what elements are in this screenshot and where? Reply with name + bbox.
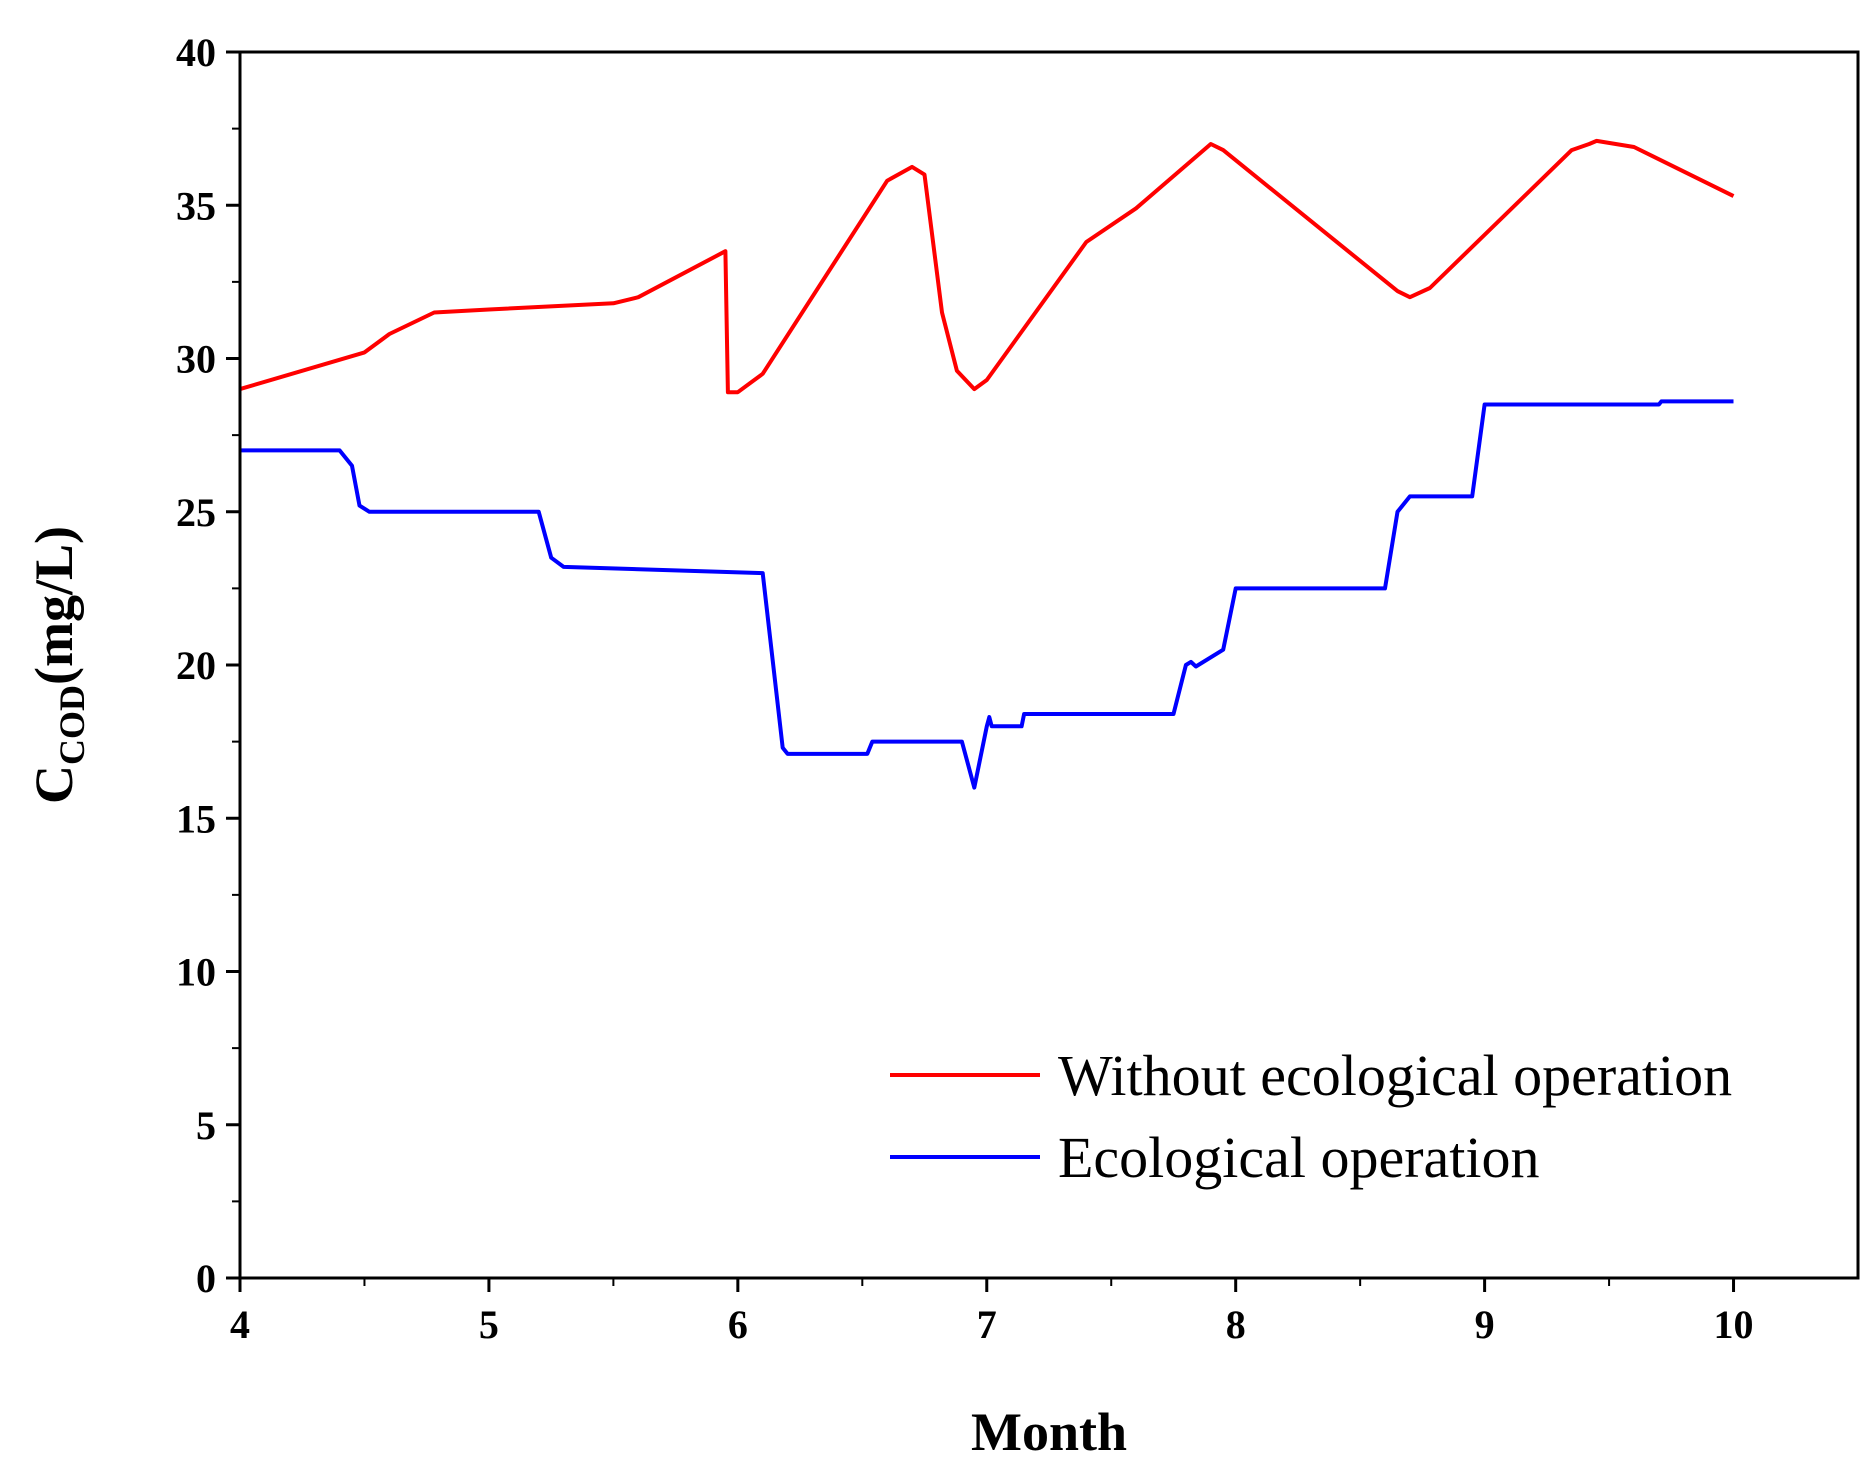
y-axis-title: CCOD(mg/L) [24, 526, 92, 804]
y-tick-label-20: 20 [176, 643, 216, 688]
y-tick-label-15: 15 [176, 796, 216, 841]
series-layer [239, 138, 1735, 790]
legend-label-ecological-operation: Ecological operation [1058, 1125, 1540, 1190]
x-tick-label-5: 5 [479, 1302, 499, 1347]
y-axis-title-main: C [24, 765, 84, 804]
x-axis-ticks: 4 5 6 7 8 9 10 [230, 1278, 1754, 1347]
x-tick-label-4: 4 [230, 1302, 250, 1347]
y-axis-title-unit: (mg/L) [24, 526, 84, 685]
y-axis-ticks: 0 5 10 15 20 25 30 35 40 [176, 30, 240, 1301]
x-tick-label-9: 9 [1475, 1302, 1495, 1347]
y-tick-label-0: 0 [196, 1256, 216, 1301]
y-axis-title-subscript: COD [52, 685, 92, 765]
x-tick-label-6: 6 [728, 1302, 748, 1347]
x-axis-title: Month [971, 1402, 1127, 1462]
y-tick-label-30: 30 [176, 337, 216, 382]
x-tick-label-10: 10 [1714, 1302, 1754, 1347]
x-tick-label-7: 7 [977, 1302, 997, 1347]
x-tick-label-8: 8 [1226, 1302, 1246, 1347]
y-tick-label-40: 40 [176, 30, 216, 75]
legend-label-without-ecological-operation: Without ecological operation [1058, 1043, 1732, 1108]
legend: Without ecological operation Ecological … [890, 1043, 1732, 1190]
y-tick-label-25: 25 [176, 490, 216, 535]
series-line-without-ecological-operation [239, 138, 1735, 395]
y-tick-label-35: 35 [176, 183, 216, 228]
y-tick-label-10: 10 [176, 950, 216, 995]
series-line-ecological-operation [240, 399, 1734, 790]
y-tick-label-5: 5 [196, 1103, 216, 1148]
plot-frame [238, 50, 1860, 1280]
